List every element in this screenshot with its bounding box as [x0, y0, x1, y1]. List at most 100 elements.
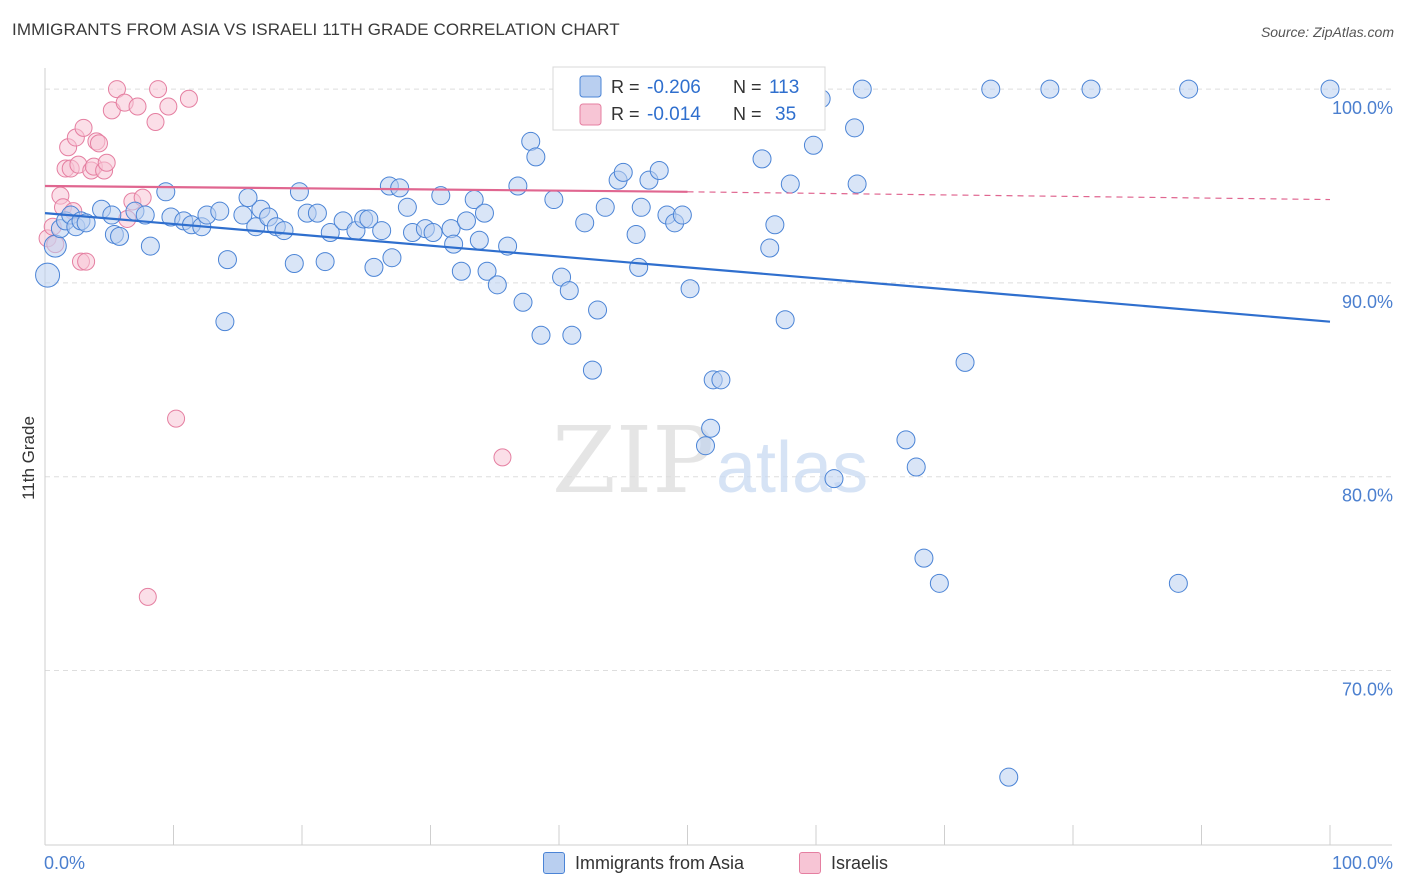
- x-tick-label: 0.0%: [44, 853, 85, 873]
- asia-point: [102, 205, 122, 225]
- asia-point: [390, 178, 410, 198]
- asia-point: [562, 325, 582, 345]
- asia-point: [238, 188, 258, 208]
- asia-point: [333, 211, 353, 231]
- asia-point: [711, 370, 731, 390]
- israelis-trend-extension: [687, 191, 1331, 201]
- asia-point: [382, 248, 402, 268]
- israelis-point: [179, 89, 198, 108]
- asia-point: [955, 352, 975, 372]
- asia-point: [474, 203, 494, 223]
- source-label: Source: ZipAtlas.com: [1260, 24, 1394, 40]
- asia-point: [451, 261, 471, 281]
- asia-point: [775, 310, 795, 330]
- asia-point: [559, 281, 579, 301]
- asia-point: [35, 262, 61, 288]
- y-tick-label: 70.0%: [1342, 680, 1393, 700]
- israelis-point: [149, 80, 168, 99]
- chart-title: IMMIGRANTS FROM ASIA VS ISRAELI 11TH GRA…: [12, 20, 620, 39]
- israelis-trend-line: [44, 184, 688, 193]
- asia-point: [110, 226, 130, 246]
- asia-point: [582, 360, 602, 380]
- asia-point: [498, 236, 518, 256]
- legend-label-israelis: Israelis: [831, 852, 889, 873]
- asia-point: [680, 279, 700, 299]
- asia-point: [372, 221, 392, 241]
- stats-legend-swatch-blue: [579, 75, 602, 98]
- asia-point: [469, 230, 489, 250]
- stats-legend-swatch-pink: [579, 103, 602, 126]
- asia-point: [76, 213, 96, 233]
- israelis-point: [159, 97, 178, 116]
- y-tick-label: 80.0%: [1342, 486, 1393, 506]
- asia-point: [431, 186, 451, 206]
- asia-point: [765, 215, 785, 235]
- x-tick-label: 100.0%: [1332, 853, 1393, 873]
- series-legend: Immigrants from Asia Israelis: [0, 850, 1406, 880]
- asia-point: [906, 457, 926, 477]
- legend-item-israelis: Israelis: [799, 852, 888, 874]
- gridlines: 100.0% 90.0% 80.0% 70.0%: [45, 88, 1393, 700]
- israelis-point: [74, 118, 93, 137]
- asia-point: [423, 223, 443, 243]
- asia-point: [760, 238, 780, 258]
- asia-point: [631, 197, 651, 217]
- asia-point: [701, 418, 721, 438]
- asia-trend-line: [44, 212, 1331, 323]
- asia-point: [508, 176, 528, 196]
- asia-point: [852, 79, 872, 99]
- asia-point: [456, 211, 476, 231]
- stats-n-value-1: 113: [769, 77, 799, 98]
- legend-item-asia: Immigrants from Asia: [543, 852, 744, 874]
- asia-point: [981, 79, 1001, 99]
- asia-point: [217, 250, 237, 270]
- legend-swatch-asia: [543, 852, 565, 874]
- asia-point: [307, 203, 327, 223]
- asia-point: [289, 182, 309, 202]
- stats-r-value-1: -0.206: [647, 77, 701, 98]
- asia-point: [845, 118, 865, 138]
- y-axis-label: 11th Grade: [19, 416, 38, 500]
- asia-point: [752, 149, 772, 169]
- stats-n-label-2: N =: [733, 104, 762, 124]
- asia-points: [35, 79, 1340, 787]
- stats-n-value-2: 35: [775, 104, 796, 125]
- legend-label-asia: Immigrants from Asia: [575, 852, 745, 873]
- asia-point: [397, 197, 417, 217]
- asia-point: [215, 312, 235, 332]
- asia-point: [1179, 79, 1199, 99]
- watermark-atlas: atlas: [716, 428, 868, 508]
- asia-point: [274, 221, 294, 241]
- asia-point: [613, 162, 633, 182]
- asia-point: [803, 135, 823, 155]
- asia-point: [1040, 79, 1060, 99]
- stats-legend: R = -0.206 N = 113 R = -0.014 N = 35: [552, 66, 826, 131]
- asia-point: [629, 257, 649, 277]
- y-tick-label: 90.0%: [1342, 292, 1393, 312]
- axes: 0.0% 100.0%: [44, 68, 1393, 873]
- asia-point: [695, 436, 715, 456]
- asia-point: [626, 224, 646, 244]
- asia-point: [140, 236, 160, 256]
- israelis-point: [107, 80, 126, 99]
- asia-point: [513, 292, 533, 312]
- asia-point: [1320, 79, 1340, 99]
- israelis-points: [38, 80, 692, 606]
- legend-swatch-israelis: [799, 852, 821, 874]
- asia-point: [595, 197, 615, 217]
- israelis-point: [128, 97, 147, 116]
- asia-point: [847, 174, 867, 194]
- watermark-zip: ZIP: [552, 407, 714, 514]
- israelis-point: [97, 153, 116, 172]
- watermark: ZIP atlas: [552, 407, 868, 514]
- asia-point: [487, 275, 507, 295]
- asia-point: [896, 430, 916, 450]
- y-tick-label: 100.0%: [1332, 98, 1393, 118]
- stats-n-label-1: N =: [733, 77, 762, 97]
- asia-point: [824, 469, 844, 489]
- asia-point: [544, 190, 564, 210]
- israelis-point: [167, 409, 186, 428]
- asia-point: [914, 548, 934, 568]
- israelis-point: [89, 134, 108, 153]
